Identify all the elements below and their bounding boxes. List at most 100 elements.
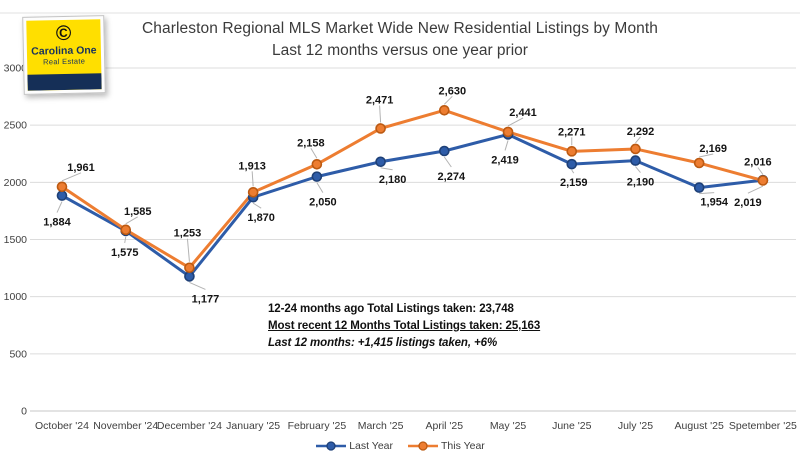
- x-tick-label: January '25: [226, 420, 280, 432]
- data-label: 2,180: [379, 174, 407, 186]
- data-point: [566, 146, 578, 157]
- data-label: 2,158: [297, 137, 325, 149]
- data-point: [693, 157, 705, 169]
- series-line-last-year: [60, 132, 765, 278]
- data-point: [56, 190, 68, 201]
- x-tick-label: July '25: [618, 420, 653, 432]
- data-label-leader: [757, 167, 764, 175]
- data-label-leader: [571, 169, 575, 174]
- data-label-leader: [251, 171, 254, 187]
- data-label: 2,292: [627, 126, 655, 138]
- logo-brand-name: Carolina One: [31, 44, 97, 58]
- data-label: 2,159: [560, 177, 588, 189]
- data-point: [311, 158, 323, 170]
- series-data-labels-1: 1,961 1,585 1,253 1,913 2,158 2,471 2,630 2,441…: [67, 85, 771, 239]
- data-label: 1,585: [124, 206, 152, 218]
- data-label-leader: [747, 185, 764, 194]
- data-point: [120, 224, 132, 236]
- x-tick-label: November '24: [93, 420, 158, 432]
- data-label: 2,441: [509, 107, 537, 119]
- legend-item-this-year: This Year: [407, 440, 485, 452]
- chart-legend: Last Year This Year: [0, 440, 800, 452]
- data-label: 1,954: [700, 197, 728, 209]
- leader-lines-1: [61, 95, 764, 262]
- data-label: 2,274: [438, 171, 466, 183]
- data-label: 2,050: [309, 197, 337, 209]
- y-tick-label: 1000: [4, 291, 28, 303]
- legend-marker-this-year-icon: [408, 441, 438, 451]
- data-label-leader: [635, 166, 641, 173]
- data-label: 1,177: [192, 293, 220, 305]
- data-label-leader: [443, 95, 453, 105]
- data-point: [630, 155, 641, 166]
- x-tick-label: October '24: [35, 420, 89, 432]
- data-point: [693, 182, 705, 193]
- data-label-leader: [507, 117, 524, 127]
- copyright-c-icon: ©: [55, 21, 72, 46]
- annotation-line-1: 12-24 months ago Total Listings taken: 2…: [268, 303, 514, 315]
- data-point: [247, 186, 259, 198]
- data-label-leader: [252, 202, 262, 209]
- annotation-line-3: Last 12 months: +1,415 listings taken, +…: [268, 337, 498, 349]
- leader-lines-0: [56, 140, 764, 290]
- logo-sign-face: © Carolina One Real Estate: [26, 19, 102, 91]
- data-label: 1,870: [247, 212, 275, 224]
- data-label: 1,961: [67, 162, 95, 174]
- data-label: 2,271: [558, 126, 586, 138]
- data-label-leader: [379, 105, 382, 123]
- data-label: 2,016: [744, 157, 772, 169]
- carolina-one-logo: © Carolina One Real Estate: [22, 15, 106, 95]
- y-tick-label: 2000: [4, 177, 28, 189]
- x-tick-label: June '25: [552, 420, 592, 432]
- gridlines: [30, 67, 796, 412]
- chart-title: Charleston Regional MLS Market Wide New …: [141, 20, 659, 37]
- data-label: 2,169: [699, 143, 727, 155]
- data-label: 1,253: [174, 228, 202, 240]
- data-label-leader: [380, 167, 393, 171]
- legend-label-last-year: Last Year: [349, 440, 393, 452]
- logo-brand-subtitle: Real Estate: [42, 56, 86, 67]
- series-line-this-year: [60, 108, 765, 270]
- data-point: [184, 262, 195, 274]
- logo-bottom-bar: [27, 73, 102, 91]
- data-label-leader: [125, 216, 138, 225]
- x-tick-label: August '25: [675, 420, 724, 432]
- y-tick-label: 1500: [4, 234, 28, 246]
- y-tick-label: 0: [21, 406, 27, 418]
- data-point: [311, 171, 323, 182]
- x-tick-label: May '25: [490, 420, 527, 432]
- data-label-leader: [61, 172, 82, 182]
- x-tick-label: Spetember '25: [729, 420, 797, 432]
- y-tick-label: 3000: [4, 63, 28, 75]
- data-point: [439, 105, 450, 116]
- data-point: [757, 175, 769, 186]
- data-label: 2,190: [627, 177, 655, 189]
- data-label-leader: [186, 238, 190, 262]
- data-label-leader: [124, 236, 127, 244]
- y-tick-label: 2500: [4, 120, 28, 132]
- data-point: [375, 123, 386, 134]
- data-label: 2,419: [491, 154, 519, 166]
- annotation-line-2: Most recent 12 Months Total Listings tak…: [268, 320, 541, 332]
- data-point: [439, 145, 450, 157]
- legend-marker-last-year-icon: [316, 441, 347, 451]
- data-point: [375, 156, 386, 168]
- chart-subtitle: Last 12 months versus one year prior: [272, 42, 528, 59]
- data-point: [566, 158, 578, 170]
- data-label: 1,575: [111, 247, 139, 259]
- data-label: 1,884: [43, 217, 71, 229]
- y-axis-tick-labels: 0 500 1000 1500 2000 2500 3000: [4, 63, 28, 418]
- data-label-leader: [504, 140, 509, 151]
- data-label-leader: [635, 136, 641, 144]
- data-point: [184, 271, 195, 282]
- x-tick-label: December '24: [157, 420, 222, 432]
- data-label-leader: [56, 201, 63, 213]
- data-label-leader: [443, 156, 452, 168]
- data-point: [630, 143, 641, 155]
- x-tick-label: February '25: [288, 420, 347, 432]
- data-label-leader: [310, 148, 318, 159]
- x-tick-label: April '25: [426, 420, 464, 432]
